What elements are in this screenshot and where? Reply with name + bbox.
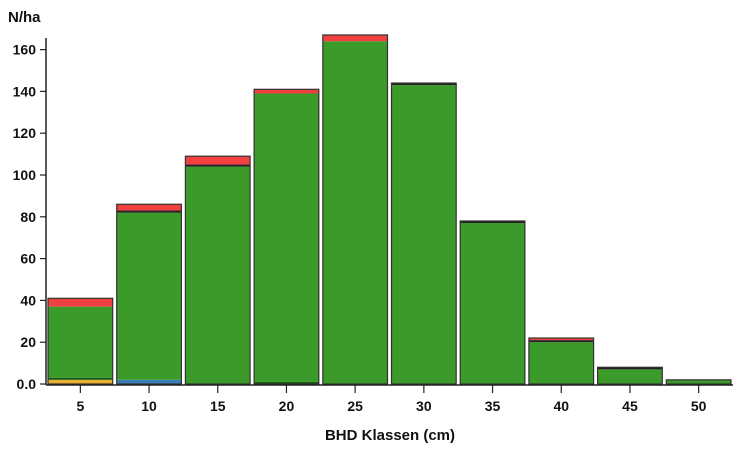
x-tick-label-40: 40	[553, 398, 569, 414]
bar-50-segment-3	[666, 380, 731, 384]
bar-5-segment-3	[48, 307, 113, 378]
x-tick-label-25: 25	[347, 398, 363, 414]
bar-35-segment-3	[460, 223, 525, 384]
bar-40-segment-4	[529, 340, 594, 342]
bar-45-segment-3	[598, 369, 663, 384]
bar-20-segment-5	[254, 89, 319, 93]
x-tick-label-30: 30	[416, 398, 432, 414]
bar-15-segment-5	[185, 156, 250, 164]
bar-25-segment-3	[323, 41, 388, 384]
x-tick-label-45: 45	[622, 398, 638, 414]
bar-10-segment-1	[117, 380, 182, 384]
x-tick-label-35: 35	[485, 398, 501, 414]
bar-5-segment-0	[48, 380, 113, 384]
y-tick-label-140: 140	[13, 83, 37, 99]
y-tick-label-40: 40	[20, 292, 36, 308]
bar-30-segment-3	[392, 85, 457, 384]
bars-layer	[48, 35, 731, 384]
bar-15-segment-3	[185, 167, 250, 384]
x-tick-label-20: 20	[279, 398, 295, 414]
x-ticks: 5 10 15 20 25 30 35 40 45 50	[76, 385, 706, 414]
x-tick-label-15: 15	[210, 398, 226, 414]
bar-25-segment-5	[323, 35, 388, 41]
bar-5-segment-2	[48, 378, 113, 380]
bar-40-segment-3	[529, 342, 594, 384]
y-tick-label-60: 60	[20, 251, 36, 267]
x-tick-label-5: 5	[76, 398, 84, 414]
y-tick-label-100: 100	[13, 167, 37, 183]
x-axis-title: BHD Klassen (cm)	[325, 427, 455, 444]
bar-15-segment-4	[185, 165, 250, 167]
y-tick-label-0.0: 0.0	[17, 376, 37, 392]
bar-5-segment-5	[48, 298, 113, 306]
bar-20-segment-3	[254, 93, 319, 381]
y-axis-title: N/ha	[8, 9, 41, 26]
y-ticks: 0.0 20 40 60 80 100 120 140 160	[13, 42, 46, 392]
y-tick-label-120: 120	[13, 125, 37, 141]
bar-10-segment-4	[117, 211, 182, 213]
y-tick-label-20: 20	[20, 334, 36, 350]
x-tick-label-50: 50	[691, 398, 707, 414]
bar-10-segment-5	[117, 204, 182, 210]
x-tick-label-10: 10	[141, 398, 157, 414]
y-tick-label-80: 80	[20, 209, 36, 225]
y-tick-label-160: 160	[13, 42, 37, 58]
bar-10-segment-3	[117, 213, 182, 380]
